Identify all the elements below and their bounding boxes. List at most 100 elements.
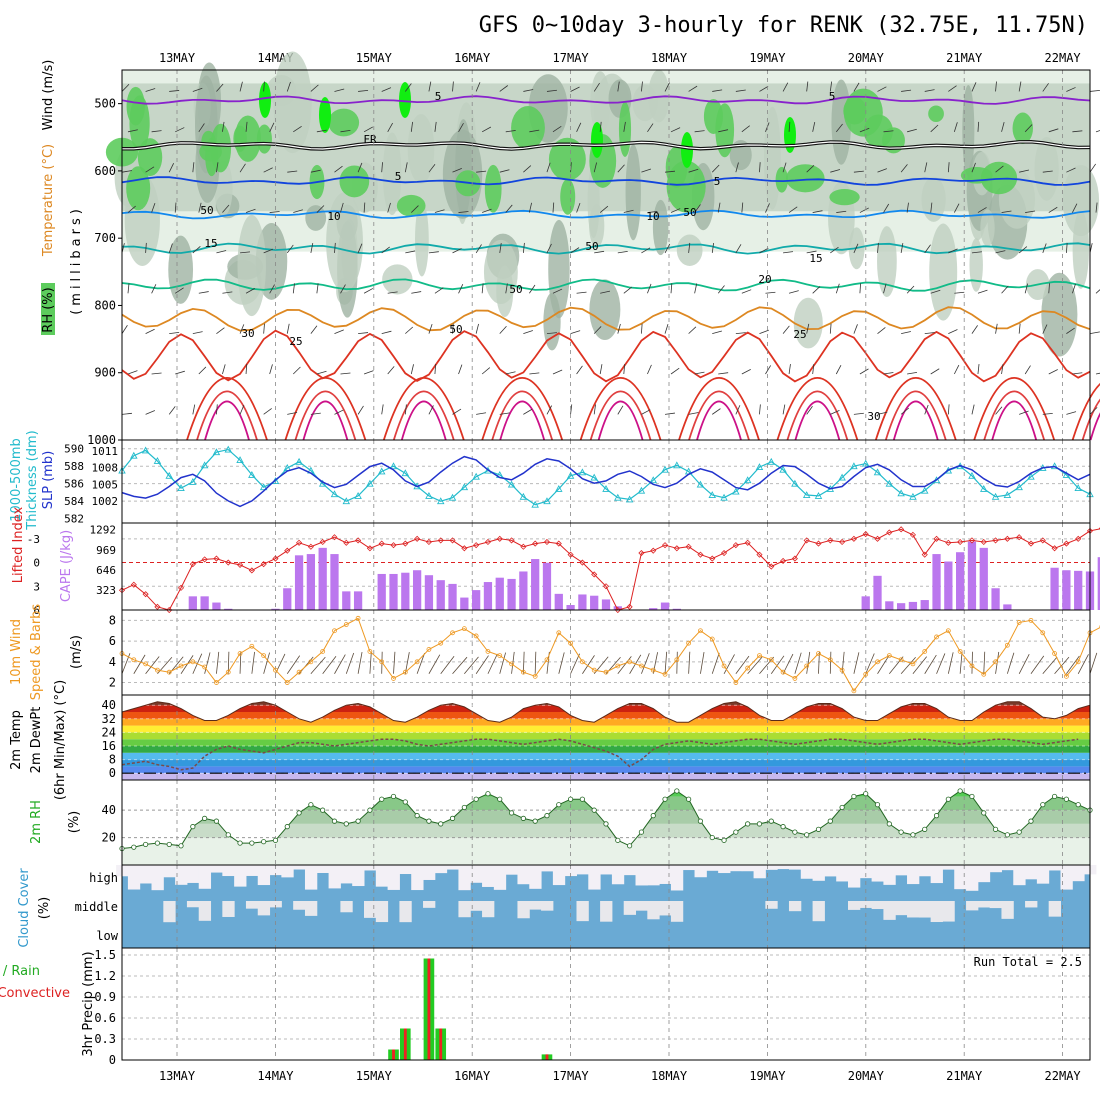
- rh-contour-green: [786, 164, 825, 193]
- cloud-high-gap: [836, 865, 849, 882]
- slp-tick: 1011: [92, 445, 119, 458]
- cloud-middle-gap: [635, 901, 648, 911]
- isotherm-label: 50: [683, 206, 696, 219]
- wind-barb: [647, 364, 652, 375]
- wind-barb: [688, 651, 691, 674]
- lifted-index-point: [154, 603, 161, 610]
- cloud-middle-gap: [930, 901, 943, 923]
- wind-barb: [641, 247, 651, 254]
- thickness-point: [909, 492, 917, 500]
- rh-contour-green: [511, 105, 545, 150]
- wind-barb: [599, 205, 609, 213]
- rh-contour-green: [484, 164, 502, 213]
- wind-barb: [664, 412, 675, 415]
- wind-barb: [836, 210, 847, 213]
- axis-label: Convective: [0, 986, 70, 1001]
- rh-point: [992, 826, 999, 832]
- wind-barb: [216, 162, 219, 173]
- isotherm-label: 10: [327, 210, 340, 223]
- rh-point: [143, 841, 149, 848]
- rh-point: [709, 834, 715, 841]
- wind-barb: [310, 84, 319, 92]
- wind-barb: [694, 204, 701, 213]
- cloud-high-gap: [316, 865, 330, 873]
- isotherm-line: [121, 209, 1091, 220]
- wind-barb: [481, 283, 484, 294]
- cape-bar: [1003, 604, 1012, 610]
- wind-barb: [617, 251, 628, 254]
- wind-barb: [239, 324, 245, 334]
- wind-barb: [906, 285, 915, 294]
- isotherm-arc: [892, 400, 939, 441]
- thickness-point: [755, 463, 764, 471]
- wind-barb: [216, 250, 227, 254]
- precip-tick: 0.3: [94, 1032, 116, 1046]
- wind-barb: [735, 405, 741, 415]
- wind-barb: [747, 656, 763, 675]
- wind-barb: [924, 332, 935, 335]
- cloud-high-gap: [552, 865, 566, 886]
- wind-speed-point: [993, 659, 998, 665]
- rh-point: [1063, 796, 1069, 802]
- wind-barb: [741, 202, 744, 213]
- lifted-index-point: [768, 563, 775, 570]
- wind-speed-point: [509, 661, 514, 667]
- axis-label: (m/s): [69, 635, 84, 669]
- isotherm-arc: [302, 400, 349, 441]
- wind-barb: [499, 652, 507, 674]
- thickness-point: [1003, 491, 1012, 498]
- wind-speed-point: [910, 661, 916, 667]
- wind-barb: [499, 85, 509, 92]
- lifted-index-point: [862, 531, 869, 538]
- cape-bar: [306, 554, 316, 610]
- cloud-middle-gap: [659, 901, 672, 916]
- wind-barb: [1025, 210, 1036, 213]
- rh-point: [402, 799, 408, 805]
- wind-barb: [617, 164, 625, 173]
- slp-tick: 1005: [92, 478, 119, 491]
- wind-barb: [263, 408, 272, 415]
- cloud-middle-gap: [529, 901, 542, 910]
- cloud-high-gap: [718, 865, 731, 874]
- wind-speed-point: [686, 640, 692, 646]
- cape-bar: [436, 580, 445, 610]
- cloud-high-gap: [127, 865, 141, 890]
- wind-speed-point: [827, 657, 833, 663]
- cape-bar: [401, 572, 410, 610]
- wind-barb: [269, 284, 275, 294]
- lifted-index-point: [602, 583, 610, 590]
- rh-point: [686, 796, 692, 802]
- wind-barb: [1018, 81, 1022, 92]
- wind-barb: [765, 365, 772, 375]
- isotherm-arc: [597, 400, 644, 441]
- wind-barb: [623, 364, 626, 375]
- cape-bar: [967, 541, 977, 610]
- wind-barb: [522, 242, 525, 253]
- wind-barb: [322, 656, 337, 674]
- thickness-point: [295, 457, 303, 465]
- thickness-point: [472, 472, 480, 480]
- wind-barb: [481, 126, 492, 133]
- cloud-high-gap: [765, 865, 778, 870]
- isotherm-label: 50: [585, 240, 598, 253]
- wind-barb: [883, 130, 894, 133]
- wind-barb: [570, 86, 580, 92]
- lifted-index-point: [343, 539, 350, 546]
- wind-barb: [812, 121, 816, 132]
- wind-speed-point: [957, 649, 963, 654]
- wind-barb: [977, 207, 987, 213]
- precip-tick: 1.2: [94, 969, 116, 983]
- wind-speed-point: [792, 676, 798, 681]
- isotherm-arc: [579, 377, 662, 441]
- cloud-high-gap: [387, 865, 400, 890]
- wind-barb: [263, 323, 265, 334]
- wind-speed-point: [520, 669, 526, 675]
- temp-band: [122, 705, 1090, 712]
- wind-barb: [499, 325, 507, 334]
- wind-barb: [711, 652, 720, 674]
- wind-barb: [523, 408, 533, 415]
- wind-barb: [901, 331, 911, 335]
- rh-point: [296, 810, 302, 816]
- thickness-point: [224, 445, 233, 453]
- li-tick: 0: [33, 557, 40, 570]
